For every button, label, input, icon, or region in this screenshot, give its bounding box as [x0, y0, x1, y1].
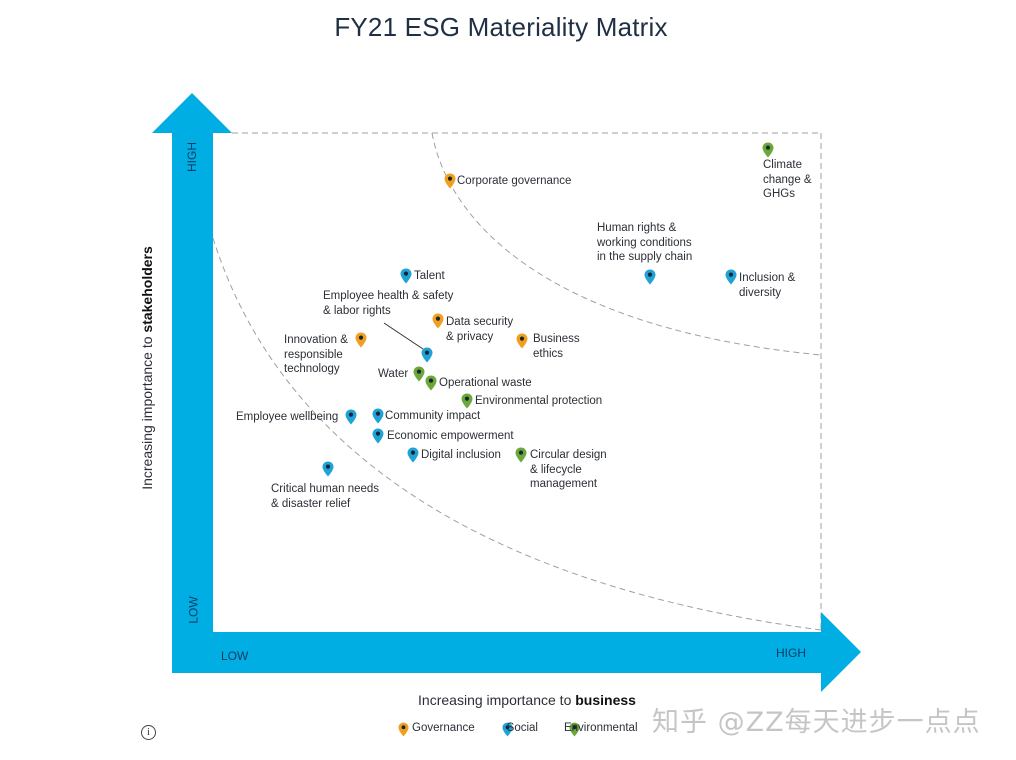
label-operational-waste: Operational waste	[439, 377, 532, 389]
label-critical-human-needs: Critical human needs & disaster relief	[271, 483, 380, 510]
label-community-impact: Community impact	[385, 410, 481, 422]
tier-curves	[212, 132, 822, 631]
x-low-tick: LOW	[221, 649, 249, 663]
label-circular-design: Circular design & lifecycle management	[530, 449, 607, 490]
chart-title: FY21 ESG Materiality Matrix	[334, 12, 668, 42]
x-axis-label: Increasing importance to business	[418, 692, 636, 708]
label-environmental-protection: Environmental protection	[475, 395, 603, 407]
label-employee-wellbeing: Employee wellbeing	[236, 411, 339, 423]
label-corporate-governance: Corporate governance	[457, 175, 572, 187]
plot-frame	[232, 132, 822, 630]
label-employee-health-safety: Employee health & safety & labor rights	[323, 290, 454, 317]
label-water: Water	[378, 368, 409, 380]
y-axis-arrow	[152, 93, 232, 673]
info-icon[interactable]: i	[141, 725, 156, 740]
legend-item-environmental: Environmental	[563, 722, 638, 734]
legend-item-governance: Governance	[412, 722, 475, 734]
label-human-rights: Human rights & working conditions in the s…	[597, 222, 693, 263]
y-high-tick: HIGH	[185, 142, 199, 172]
ehs-leader-line	[383, 322, 424, 350]
y-axis-label: Increasing importance to stakeholders	[139, 246, 155, 490]
y-low-tick: LOW	[186, 596, 201, 624]
label-digital-inclusion: Digital inclusion	[421, 449, 501, 461]
label-inclusion-diversity: Inclusion & diversity	[739, 272, 796, 299]
label-data-security: Data security & privacy	[446, 316, 514, 343]
legend: Governance Social Environmental	[398, 722, 638, 734]
x-axis-arrow	[172, 612, 861, 692]
watermark: 知乎 @ZZ每天进步一点点	[652, 707, 981, 738]
legend-item-social: Social	[506, 722, 538, 734]
label-business-ethics: Business ethics	[533, 333, 580, 360]
x-high-tick: HIGH	[776, 646, 806, 660]
label-talent: Talent	[414, 270, 445, 282]
label-economic-empowerment: Economic empowerment	[387, 430, 514, 442]
label-climate-change: Climate change & GHGs	[763, 159, 812, 200]
label-innovation: Innovation & responsible technology	[284, 334, 348, 375]
